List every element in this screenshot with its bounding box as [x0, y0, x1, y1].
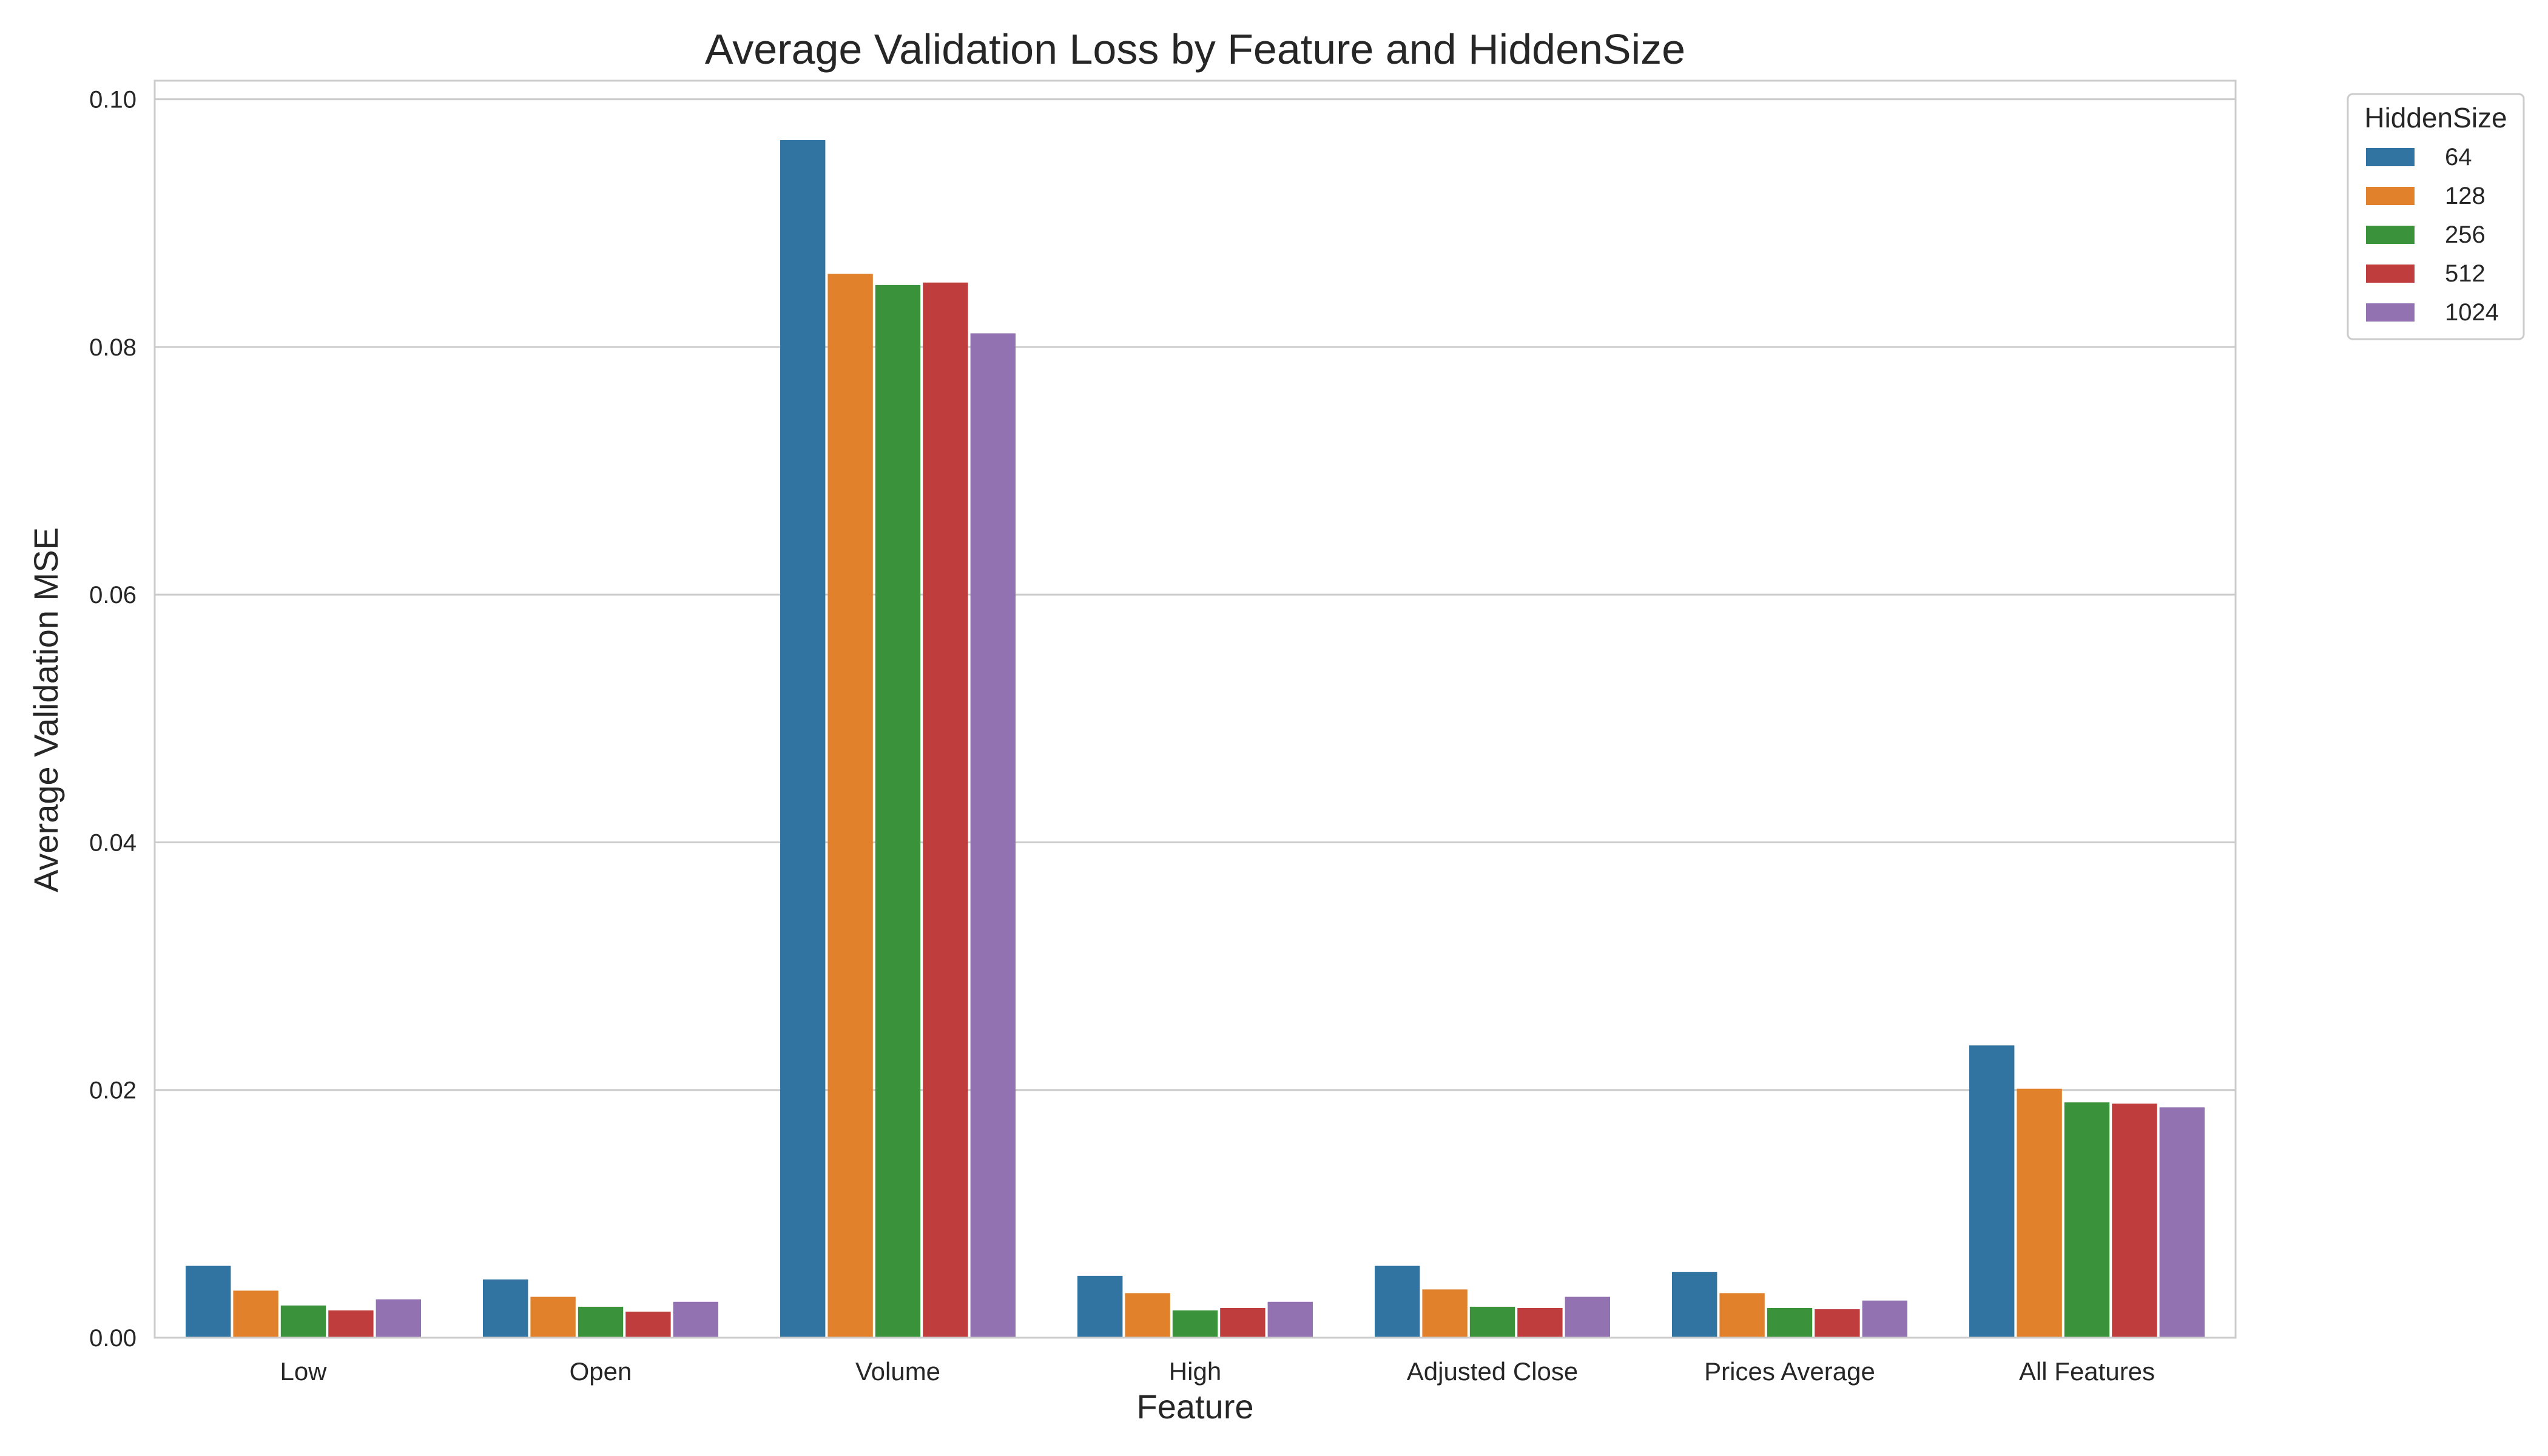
bar — [875, 285, 921, 1338]
bar — [376, 1299, 421, 1338]
bar — [530, 1296, 576, 1338]
bars — [186, 140, 2205, 1338]
bar — [1815, 1309, 1860, 1338]
legend-swatch — [2366, 265, 2415, 283]
y-tick-label: 0.02 — [89, 1077, 136, 1104]
bar — [1172, 1310, 1218, 1338]
y-tick-label: 0.04 — [89, 829, 136, 856]
legend-swatch — [2366, 187, 2415, 205]
x-tick-label: Open — [570, 1357, 632, 1386]
x-tick-label: High — [1169, 1357, 1221, 1386]
bar — [233, 1290, 278, 1338]
legend-label: 128 — [2445, 183, 2486, 209]
bar — [970, 333, 1016, 1338]
bar — [1220, 1308, 1266, 1338]
bar — [483, 1279, 528, 1338]
bar — [1422, 1289, 1468, 1338]
y-tick-label: 0.06 — [89, 582, 136, 608]
bar — [1767, 1308, 1813, 1338]
legend-items: 64 128 256 512 1024 — [2366, 144, 2499, 326]
bar — [1077, 1275, 1123, 1338]
y-axis-label: Average Validation MSE — [27, 527, 65, 892]
x-axis-label: Feature — [1137, 1387, 1254, 1426]
bar — [328, 1310, 374, 1338]
bar — [625, 1312, 671, 1338]
bar — [827, 274, 873, 1338]
legend-label: 512 — [2445, 260, 2486, 287]
bar — [1517, 1308, 1563, 1338]
bar — [1469, 1306, 1515, 1338]
bar — [673, 1301, 718, 1338]
x-tick-label: Low — [280, 1357, 327, 1386]
legend-title: HiddenSize — [2364, 102, 2507, 133]
y-tick-label: 0.08 — [89, 334, 136, 361]
bar — [1267, 1301, 1313, 1338]
bar — [2112, 1104, 2157, 1338]
bar — [1862, 1300, 1907, 1338]
legend: HiddenSize 64 128 256 512 1024 — [2347, 93, 2525, 340]
x-tick-label: Prices Average — [1704, 1357, 1875, 1386]
bar — [780, 140, 826, 1338]
bar — [1375, 1266, 1420, 1338]
legend-label: 64 — [2445, 144, 2472, 170]
bar — [1719, 1293, 1765, 1338]
x-tick-label: Volume — [855, 1357, 940, 1386]
bar — [2064, 1102, 2110, 1338]
legend-swatch — [2366, 303, 2415, 322]
bar — [2159, 1107, 2205, 1338]
x-tick-label: Adjusted Close — [1407, 1357, 1579, 1386]
bar — [2017, 1088, 2062, 1338]
legend-swatch — [2366, 226, 2415, 244]
bar — [1125, 1293, 1170, 1338]
bar — [923, 282, 968, 1338]
bar — [280, 1305, 326, 1338]
x-tick-labels: Low Open Volume High Adjusted Close Prices Av… — [280, 1357, 2155, 1386]
x-tick-label: All Features — [2019, 1357, 2155, 1386]
bar — [1672, 1272, 1717, 1338]
bar — [1969, 1045, 2015, 1338]
legend-swatch — [2366, 148, 2415, 166]
legend-label: 256 — [2445, 221, 2486, 248]
plot-area-frame — [153, 79, 2237, 1339]
y-tick-label: 0.00 — [89, 1325, 136, 1352]
y-tick-label: 0.10 — [89, 87, 136, 113]
chart-title: Average Validation Loss by Feature and H… — [705, 25, 1685, 73]
bar — [578, 1306, 624, 1338]
bar — [186, 1266, 231, 1338]
legend-label: 1024 — [2445, 299, 2499, 326]
y-tick-labels: 0.00 0.02 0.04 0.06 0.08 0.10 — [89, 87, 136, 1352]
bar — [1565, 1296, 1610, 1338]
